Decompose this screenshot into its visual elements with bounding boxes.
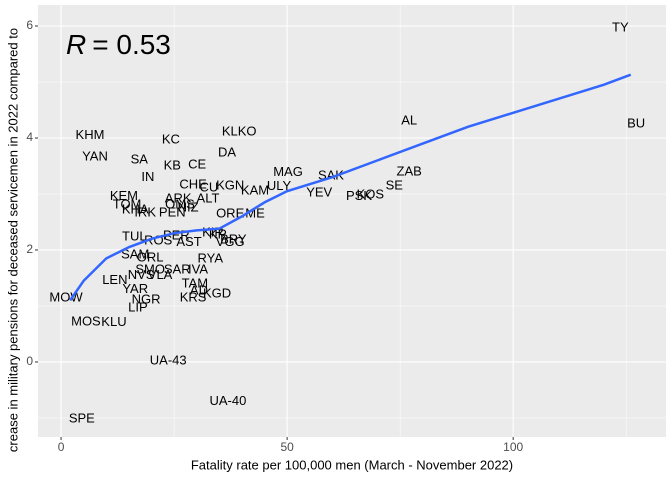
point-label: YAR — [122, 281, 148, 296]
point-label: BRY — [220, 231, 247, 246]
point-label: AST — [176, 234, 201, 249]
point-label: KHM — [76, 127, 105, 142]
point-label: YAN — [82, 148, 108, 163]
point-label: KLKO — [222, 123, 257, 138]
y-axis-title: crease in military pensions for deceased… — [5, 28, 20, 452]
y-tick-label: 6 — [26, 18, 33, 32]
point-label: KHA — [122, 202, 149, 217]
point-label: SE — [386, 178, 404, 193]
point-label: AL — [401, 113, 417, 128]
point-label: BU — [627, 115, 645, 130]
point-label: KGD — [203, 286, 231, 301]
point-label: ALT — [197, 190, 220, 205]
point-label: SPE — [69, 411, 95, 426]
point-label: ME — [245, 206, 265, 221]
point-label: ULY — [267, 178, 292, 193]
y-tick-label: 0 — [26, 354, 33, 368]
point-label: IRK — [134, 204, 156, 219]
point-label: PEN — [159, 204, 186, 219]
point-label: LIP — [128, 300, 148, 315]
point-label: ORE — [216, 206, 245, 221]
point-label: KEM — [110, 188, 138, 203]
point-label: DA — [218, 145, 236, 160]
point-label: CHE — [179, 176, 207, 191]
point-label: LEN — [102, 272, 127, 287]
point-label: KLU — [101, 314, 126, 329]
x-tick-label: 0 — [58, 440, 65, 454]
point-label: NVS — [128, 267, 155, 282]
point-label: TUL — [122, 229, 147, 244]
point-label: MOW — [49, 290, 83, 305]
x-tick-label: 50 — [280, 440, 294, 454]
point-label: KGN — [216, 178, 244, 193]
panel — [38, 5, 666, 437]
point-label: TOM — [113, 197, 142, 212]
point-label: ZAB — [397, 164, 422, 179]
point-label: KAM — [241, 183, 269, 198]
point-label: SAM — [121, 246, 149, 261]
point-label: ARK — [165, 190, 192, 205]
point-label: AD — [190, 282, 208, 297]
point-label: ORL — [137, 249, 164, 264]
point-label: KC — [162, 132, 180, 147]
point-label: RYA — [197, 250, 223, 265]
point-label: KB — [164, 157, 181, 172]
point-label: UA-43 — [150, 352, 187, 367]
point-label: SAR — [164, 262, 191, 277]
point-label: SMO — [135, 262, 165, 277]
point-label: NGR — [132, 291, 161, 306]
point-label: NIZ — [178, 199, 199, 214]
point-label: TY — [612, 20, 629, 35]
point-label: MOS — [71, 314, 101, 329]
point-label: YEV — [306, 184, 332, 199]
point-label: VGG — [216, 234, 245, 249]
annotation-var: R — [66, 29, 86, 60]
point-label: IVA — [188, 262, 208, 277]
y-tick-label: 4 — [26, 130, 33, 144]
point-label: OMS — [165, 197, 195, 212]
annotation-value: = 0.53 — [92, 29, 171, 60]
point-label: KRS — [180, 290, 207, 305]
point-label: VLA — [148, 267, 173, 282]
grid — [38, 5, 666, 437]
point-label: MAG — [273, 164, 303, 179]
point-label: UA-40 — [209, 393, 246, 408]
point-label: PSK — [346, 188, 372, 203]
point-label: KOS — [357, 187, 385, 202]
fit-line — [69, 73, 632, 302]
annotation: R = 0.53 — [66, 29, 171, 60]
x-axis-title: Fatality rate per 100,000 men (March - N… — [191, 457, 513, 472]
y-tick-label: 2 — [26, 242, 33, 256]
point-label: CU — [200, 179, 219, 194]
point-label: TAM — [182, 276, 208, 291]
x-tick-label: 100 — [503, 440, 523, 454]
point-label: CE — [188, 156, 206, 171]
point-label: SA — [131, 151, 149, 166]
point-label: IN — [141, 169, 154, 184]
